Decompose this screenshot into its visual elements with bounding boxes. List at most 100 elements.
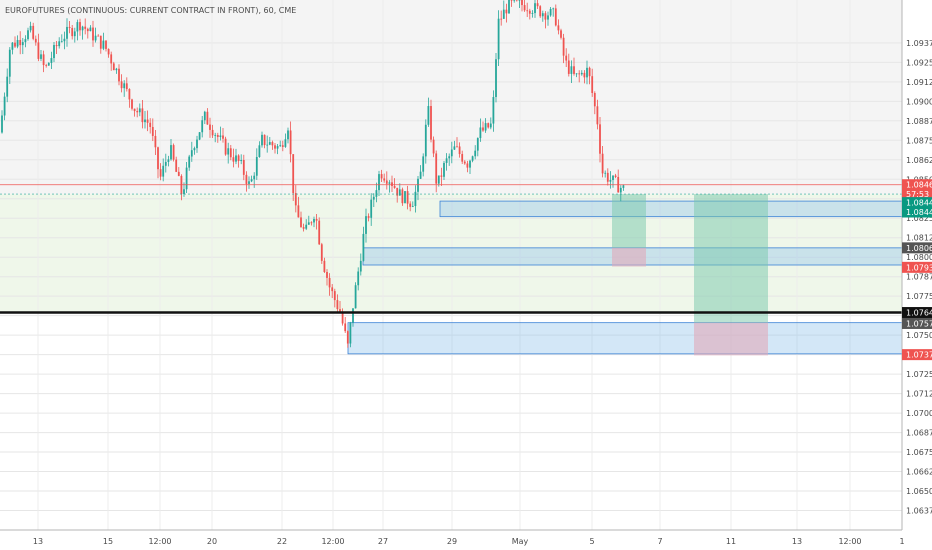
candle-down — [401, 189, 404, 204]
y-tick-label: 1.07500 — [906, 331, 932, 340]
price-tag-label: 1.07375 — [906, 351, 932, 360]
candle-up — [518, 0, 521, 1]
candle-up — [513, 0, 516, 1]
candle-up — [162, 165, 165, 177]
price-tag-bg — [902, 261, 932, 273]
candle-up — [235, 155, 237, 162]
candle-up — [8, 49, 11, 77]
candle-up — [89, 27, 92, 32]
candle-up — [388, 182, 391, 184]
candle-up — [227, 148, 230, 155]
price-tag-bg — [902, 307, 932, 319]
candle-down — [409, 203, 412, 207]
candle-up — [508, 0, 510, 14]
candle-up — [102, 40, 105, 49]
candle-up — [258, 145, 261, 157]
candle-down — [456, 146, 458, 148]
candle-up — [502, 9, 505, 19]
candle-down — [526, 10, 529, 12]
price-tag-label: 1.07935 — [906, 263, 932, 272]
price-tag-bg — [902, 317, 932, 329]
candle-down — [528, 10, 531, 14]
candle-down — [510, 0, 513, 1]
candle-down — [92, 27, 94, 41]
candle-up — [76, 22, 79, 32]
candle-down — [34, 38, 37, 43]
candle-up — [255, 156, 258, 176]
candle-up — [580, 72, 583, 75]
candle-up — [11, 42, 14, 50]
candle-up — [63, 38, 66, 42]
y-tick-label: 1.08000 — [906, 253, 932, 262]
candle-down — [591, 76, 594, 93]
x-tick-label: 1 — [899, 537, 904, 546]
candle-down — [385, 180, 388, 184]
candle-down — [435, 153, 438, 184]
candle-down — [614, 175, 617, 177]
candle-up — [495, 59, 497, 98]
x-tick-label: 12:00 — [838, 537, 861, 546]
candle-up — [448, 156, 451, 159]
y-tick-label: 1.07000 — [906, 409, 932, 418]
candle-up — [167, 159, 170, 162]
x-tick-label: 29 — [447, 537, 457, 546]
candle-down — [131, 99, 133, 109]
y-tick-label: 1.09125 — [906, 78, 932, 87]
candle-up — [164, 161, 167, 166]
candle-down — [79, 22, 81, 31]
candle-up — [284, 139, 287, 147]
candle-down — [339, 309, 341, 313]
y-tick-label: 1.06875 — [906, 429, 932, 438]
candle-down — [274, 145, 276, 149]
candle-down — [232, 157, 235, 162]
candle-down — [32, 25, 35, 39]
candle-down — [263, 134, 266, 146]
price-tag-bg — [902, 206, 932, 218]
y-tick-label: 1.06625 — [906, 468, 932, 477]
candle-up — [193, 148, 196, 151]
candle-down — [105, 40, 107, 49]
candle-up — [552, 8, 555, 10]
candle-down — [588, 67, 591, 77]
candle-down — [42, 54, 45, 66]
candle-down — [521, 0, 523, 6]
candle-up — [427, 106, 430, 125]
candle-up — [53, 45, 55, 59]
candle-down — [110, 54, 113, 64]
small-position-stop — [612, 247, 646, 267]
candle-down — [97, 35, 100, 37]
candle-up — [375, 190, 378, 197]
demand-zone-1 — [439, 200, 903, 218]
candle-down — [118, 68, 120, 82]
price-tag-label: 1.07575 — [906, 319, 932, 328]
candle-down — [573, 66, 575, 74]
y-tick-label: 1.07750 — [906, 292, 932, 301]
candle-down — [461, 154, 464, 162]
small-position-target — [612, 194, 646, 248]
candle-up — [531, 13, 534, 14]
y-tick-label: 1.09000 — [906, 97, 932, 106]
x-tick-label: 27 — [378, 537, 388, 546]
upper-region — [0, 0, 902, 195]
candle-down — [599, 124, 601, 154]
candle-up — [453, 146, 456, 150]
candle-up — [58, 41, 61, 47]
candle-down — [383, 178, 386, 181]
candle-up — [424, 124, 427, 157]
x-tick-label: 13 — [792, 537, 802, 546]
x-tick-label: 15 — [103, 537, 113, 546]
candle-up — [476, 138, 479, 151]
candle-up — [365, 216, 367, 234]
candle-down — [149, 122, 152, 127]
candle-down — [310, 222, 313, 224]
price-tag-bg — [902, 197, 932, 209]
candle-up — [443, 162, 445, 177]
candle-down — [505, 9, 508, 14]
candle-up — [24, 39, 27, 43]
candle-up — [622, 185, 625, 188]
candle-up — [201, 120, 204, 133]
candle-up — [276, 146, 279, 149]
candle-up — [479, 127, 482, 139]
candle-down — [432, 139, 435, 154]
